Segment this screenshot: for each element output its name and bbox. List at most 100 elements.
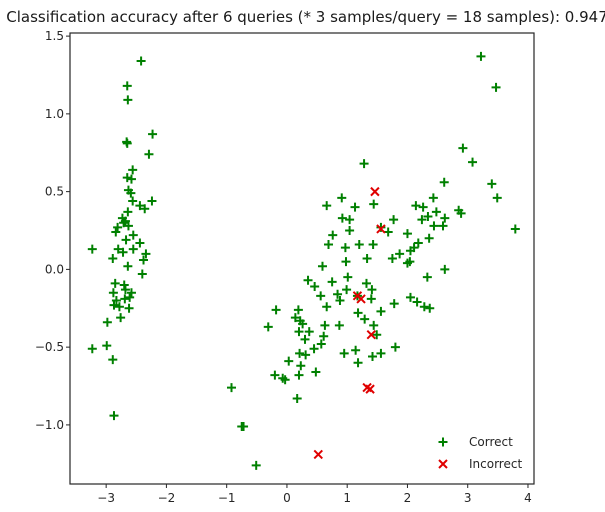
correct-point [239,421,249,431]
correct-legend-label: Correct [469,435,513,449]
incorrect-point [313,449,323,460]
correct-point [368,240,378,250]
incorrect-point [365,384,375,394]
correct-point [468,157,478,167]
correct-point [139,255,149,265]
correct-point [424,233,434,243]
correct-point [440,264,450,274]
correct-point [339,348,349,358]
correct-point [422,272,432,282]
correct-point [270,370,280,380]
correct-point [300,334,310,344]
correct-point [292,393,302,403]
correct-point [119,280,129,290]
correct-point [350,202,360,212]
correct-point [341,257,351,267]
correct-point [369,199,379,209]
correct-point [335,295,345,305]
correct-point [417,215,427,225]
correct-point [376,306,386,316]
x-tick-label: 2 [404,491,412,505]
correct-point [126,288,136,298]
correct-point [319,331,329,341]
correct-point [116,313,126,323]
correct-point [111,295,121,305]
correct-point [369,320,379,330]
correct-point [124,303,134,313]
correct-point [412,297,422,307]
correct-point [120,294,130,304]
x-tick-label: −1 [218,491,236,505]
incorrect-legend-marker [438,459,448,469]
correct-point [309,344,319,354]
correct-point [328,230,338,240]
correct-point [111,227,121,237]
plot-frame [69,32,535,485]
correct-point [303,275,313,285]
correct-point [343,272,353,282]
x-tick-label: −3 [97,491,115,505]
correct-point [476,51,486,61]
correct-point [366,294,376,304]
correct-point [376,222,386,232]
correct-point [109,300,119,310]
correct-point [411,201,421,211]
correct-point [440,213,450,223]
correct-point [122,81,132,91]
correct-point [322,302,332,312]
correct-point [148,129,158,139]
incorrect-point [356,294,366,304]
correct-point [425,303,435,313]
x-tick-label: 3 [464,491,472,505]
correct-point [126,188,136,198]
correct-point [108,288,118,298]
correct-point [389,299,399,309]
correct-point [456,208,466,218]
correct-point [458,143,468,153]
correct-point [362,254,372,263]
correct-point [376,348,386,358]
data-points [87,51,520,470]
correct-point [387,254,397,263]
correct-point [428,193,438,203]
correct-point [304,327,314,337]
correct-point [342,285,352,295]
correct-point [284,356,294,366]
correct-point [128,230,138,240]
correct-point [128,196,138,206]
correct-point [123,221,133,231]
correct-point [390,342,400,352]
correct-point [294,327,304,337]
correct-point [510,224,520,234]
correct-point [345,226,355,236]
correct-point [367,285,377,295]
correct-point [108,254,118,263]
correct-point [368,351,378,361]
correct-point [280,375,290,385]
x-tick-label: 1 [343,491,351,505]
legend: Correct Incorrect [438,435,522,471]
y-tick-label: 0.5 [45,185,64,199]
incorrect-point [376,224,386,234]
correct-point [389,215,399,225]
correct-point [405,246,415,256]
correct-point [337,213,347,223]
correct-point [108,355,118,365]
correct-point [298,319,308,329]
correct-point [122,173,132,183]
correct-point [123,207,133,217]
correct-point [120,285,130,295]
incorrect-legend-label: Incorrect [469,457,522,471]
correct-point [402,229,412,239]
correct-point [251,460,261,470]
y-tick-label: −1.0 [35,418,64,432]
correct-point [113,222,123,232]
correct-point [140,204,150,214]
x-tick-label: 0 [283,491,291,505]
x-axis: −3 −2 −1 0 1 2 3 4 [97,484,532,505]
correct-point [263,322,273,332]
correct-point [296,361,306,371]
x-tick-label: 4 [524,491,532,505]
correct-point [310,281,320,291]
